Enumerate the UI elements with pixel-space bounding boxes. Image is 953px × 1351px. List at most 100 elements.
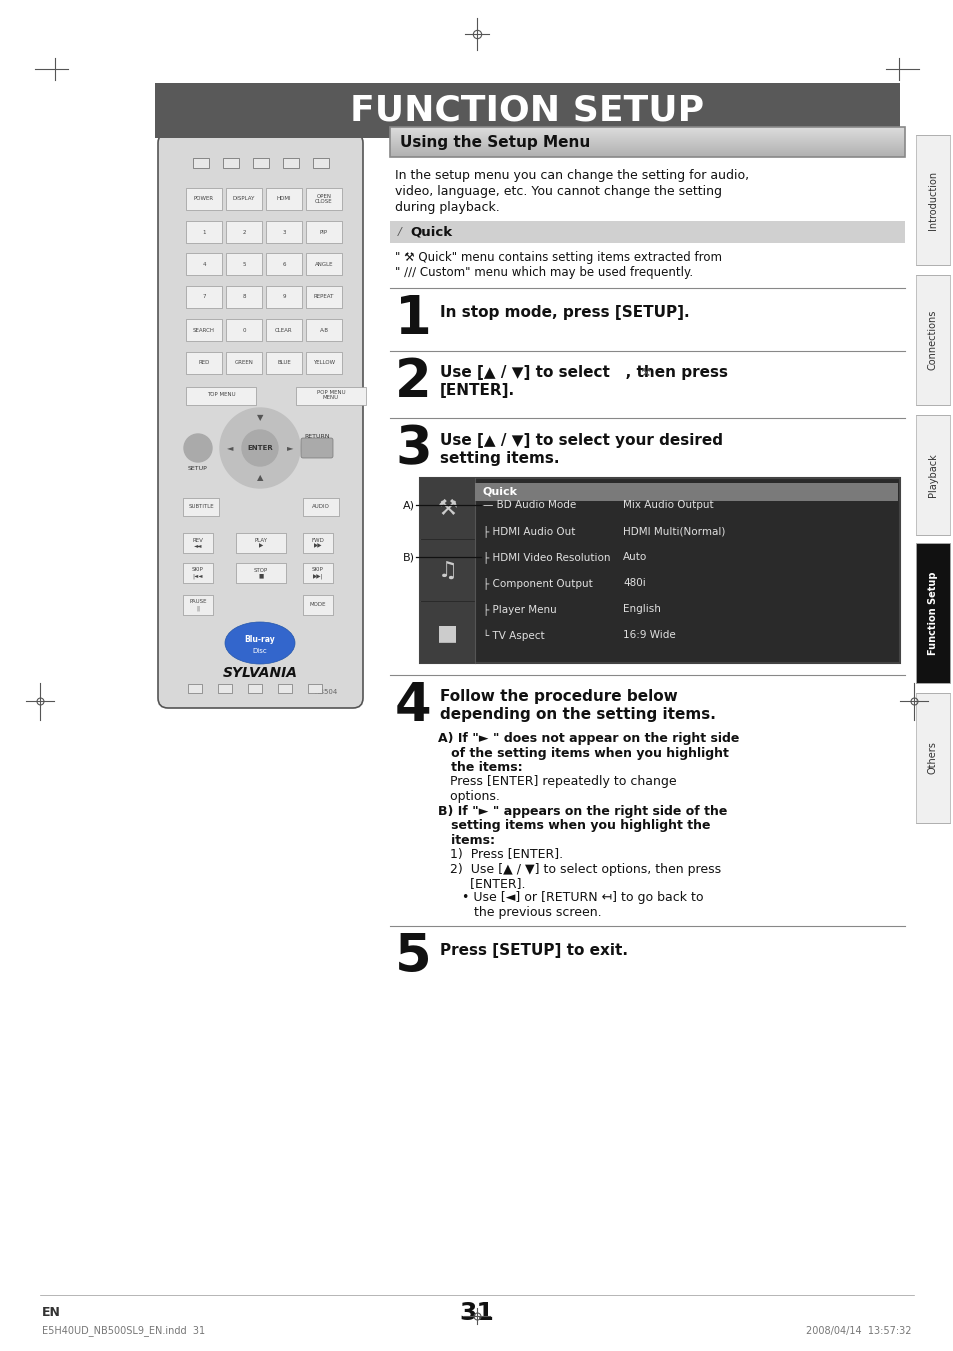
Text: HDMI: HDMI: [276, 196, 291, 201]
Text: 5: 5: [395, 931, 431, 982]
Text: REV
◄◄: REV ◄◄: [193, 538, 203, 549]
Text: Quick: Quick: [482, 486, 517, 497]
Text: Others: Others: [927, 742, 937, 774]
Bar: [186, 386, 255, 405]
Text: ▼: ▼: [256, 413, 263, 423]
Text: 3: 3: [395, 423, 432, 476]
FancyBboxPatch shape: [301, 438, 333, 458]
Bar: [183, 534, 213, 553]
Bar: [226, 253, 262, 276]
Bar: [475, 484, 897, 501]
Bar: [308, 684, 322, 693]
Text: Playback: Playback: [927, 453, 937, 497]
Text: 5: 5: [242, 262, 246, 266]
Text: In stop mode, press [SETUP].: In stop mode, press [SETUP].: [439, 305, 689, 320]
Bar: [306, 319, 341, 340]
Text: of the setting items when you highlight: of the setting items when you highlight: [437, 747, 728, 759]
Text: ◄: ◄: [227, 443, 233, 453]
Bar: [186, 222, 222, 243]
Text: ♫: ♫: [437, 561, 457, 581]
Text: ⚒: ⚒: [639, 367, 649, 378]
Text: HDMI Multi(Normal): HDMI Multi(Normal): [622, 526, 724, 536]
Text: during playback.: during playback.: [395, 201, 499, 213]
Text: [ENTER].: [ENTER].: [439, 384, 515, 399]
Bar: [306, 286, 341, 308]
Bar: [183, 594, 213, 615]
Bar: [226, 319, 262, 340]
Text: EN: EN: [42, 1306, 61, 1320]
Text: setting items.: setting items.: [439, 450, 558, 466]
Text: SKIP
▶▶|: SKIP ▶▶|: [312, 567, 324, 578]
Text: └ TV Aspect: └ TV Aspect: [482, 630, 544, 640]
Text: A-B: A-B: [319, 327, 328, 332]
Text: 2: 2: [395, 357, 432, 408]
Text: POP MENU
MENU: POP MENU MENU: [316, 389, 345, 400]
Bar: [419, 478, 475, 539]
Bar: [154, 82, 899, 138]
Text: 16:9 Wide: 16:9 Wide: [622, 630, 675, 640]
Text: ├ HDMI Video Resolution: ├ HDMI Video Resolution: [482, 551, 610, 563]
Text: PLAY
▶: PLAY ▶: [254, 538, 267, 549]
Bar: [235, 563, 286, 584]
Bar: [303, 499, 338, 516]
Bar: [419, 540, 475, 601]
Text: 2008/04/14  13:57:32: 2008/04/14 13:57:32: [805, 1325, 911, 1336]
Text: FWD
▶▶: FWD ▶▶: [312, 538, 324, 549]
Text: RETURN: RETURN: [304, 434, 330, 439]
Bar: [915, 543, 949, 684]
Bar: [186, 353, 222, 374]
Text: 6: 6: [282, 262, 286, 266]
Text: 9: 9: [282, 295, 286, 300]
Text: TOP MENU: TOP MENU: [207, 393, 235, 397]
Text: 8: 8: [242, 295, 246, 300]
Text: • Use [◄] or [RETURN ↤] to go back to: • Use [◄] or [RETURN ↤] to go back to: [437, 892, 702, 905]
Text: E5H40UD_NB500SL9_EN.indd  31: E5H40UD_NB500SL9_EN.indd 31: [42, 1325, 205, 1336]
Text: 31: 31: [459, 1301, 494, 1325]
Bar: [253, 158, 269, 168]
Text: Press [SETUP] to exit.: Press [SETUP] to exit.: [439, 943, 627, 958]
Text: the previous screen.: the previous screen.: [437, 907, 601, 919]
Text: 4: 4: [202, 262, 206, 266]
Text: ├ HDMI Audio Out: ├ HDMI Audio Out: [482, 526, 575, 536]
Bar: [266, 353, 302, 374]
Text: Follow the procedure below: Follow the procedure below: [439, 689, 677, 704]
Text: 2: 2: [242, 230, 246, 235]
Bar: [226, 188, 262, 209]
Text: /: /: [397, 227, 401, 236]
Bar: [186, 286, 222, 308]
Text: BLUE: BLUE: [276, 361, 291, 366]
Text: Quick: Quick: [410, 226, 452, 239]
Text: PIP: PIP: [319, 230, 328, 235]
Text: 1: 1: [395, 293, 432, 345]
Bar: [266, 286, 302, 308]
Text: A): A): [402, 500, 415, 509]
Bar: [306, 353, 341, 374]
Text: English: English: [622, 604, 660, 613]
Bar: [188, 684, 202, 693]
Bar: [283, 158, 298, 168]
Text: DISPLAY: DISPLAY: [233, 196, 254, 201]
FancyBboxPatch shape: [158, 132, 363, 708]
Text: REPEAT: REPEAT: [314, 295, 334, 300]
Text: MODE: MODE: [310, 603, 326, 608]
Text: Using the Setup Menu: Using the Setup Menu: [399, 135, 590, 150]
Text: items:: items:: [437, 834, 495, 847]
Bar: [303, 563, 333, 584]
Text: Mix Audio Output: Mix Audio Output: [622, 500, 713, 509]
Text: Use [▲ / ▼] to select   , then press: Use [▲ / ▼] to select , then press: [439, 366, 727, 381]
Bar: [390, 222, 904, 243]
Bar: [915, 693, 949, 823]
Text: 4: 4: [395, 680, 431, 732]
Text: 1)  Press [ENTER].: 1) Press [ENTER].: [437, 848, 562, 861]
Text: options.: options.: [437, 790, 499, 802]
Text: " ⚒ Quick" menu contains setting items extracted from: " ⚒ Quick" menu contains setting items e…: [395, 251, 721, 263]
Bar: [419, 478, 899, 663]
Text: YELLOW: YELLOW: [313, 361, 335, 366]
Bar: [266, 222, 302, 243]
Text: In the setup menu you can change the setting for audio,: In the setup menu you can change the set…: [395, 169, 748, 182]
Text: ▲: ▲: [256, 473, 263, 482]
Bar: [223, 158, 239, 168]
Bar: [186, 319, 222, 340]
Bar: [248, 684, 262, 693]
Text: [ENTER].: [ENTER].: [437, 877, 525, 890]
